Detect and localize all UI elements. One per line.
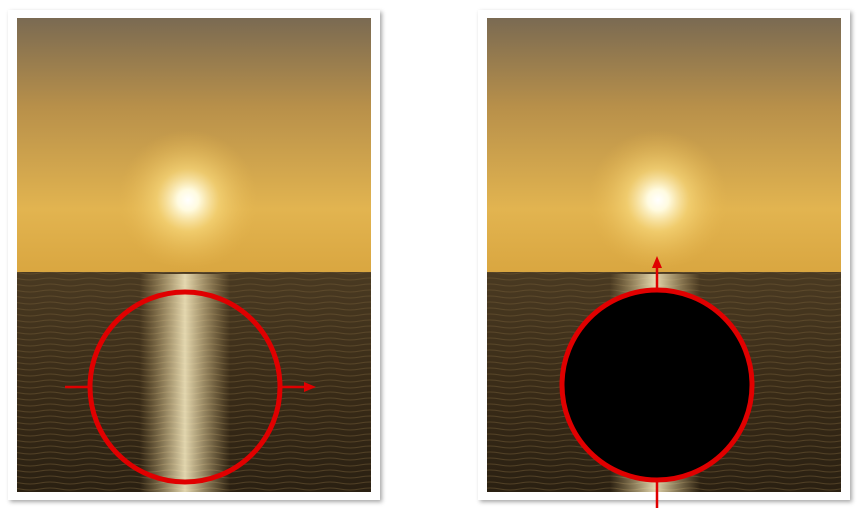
sun-reflection — [140, 274, 230, 492]
arrow-head — [652, 256, 662, 268]
left-photo — [8, 10, 380, 500]
sun — [588, 130, 728, 270]
right-photo — [478, 10, 850, 508]
blocking-disc — [559, 287, 755, 483]
arrow-head — [304, 382, 316, 392]
sun — [118, 130, 258, 270]
